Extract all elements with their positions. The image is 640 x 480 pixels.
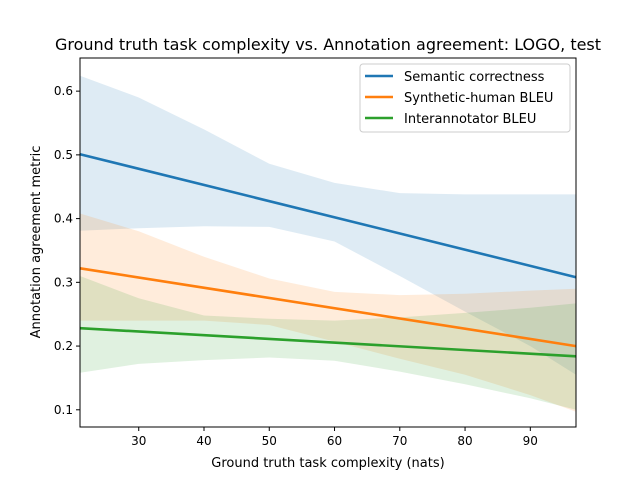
y-tick-label: 0.3 [54,275,73,289]
synthetic-human-bleu-confidence-band [80,213,576,412]
series-lines [79,152,577,358]
y-tick-label: 0.1 [54,403,73,417]
y-tick-label: 0.5 [54,148,73,162]
y-tick-label: 0.4 [54,212,73,226]
semantic-correctness-line [79,152,577,279]
y-tick-label: 0.2 [54,339,73,353]
x-axis-label: Ground truth task complexity (nats) [211,456,444,471]
x-tick-label: 60 [327,434,342,448]
chart-title: Ground truth task complexity vs. Annotat… [55,35,601,54]
legend-label-synthetic-human-bleu: Synthetic-human BLEU [404,91,553,106]
x-tick-label: 50 [262,434,277,448]
semantic-correctness-confidence-band [80,75,576,375]
plot-frame [79,57,577,428]
legend-label-interannotator-bleu: Interannotator BLEU [404,112,536,127]
x-tick-label: 90 [523,434,538,448]
x-tick-label: 30 [131,434,146,448]
x-tick-label: 70 [392,434,407,448]
legend: Semantic correctness Synthetic-human BLE… [359,63,571,133]
x-axis-ticks: 30 40 50 60 70 80 90 [131,427,538,448]
y-axis-ticks: 0.1 0.2 0.3 0.4 0.5 0.6 [54,84,80,417]
x-tick-label: 80 [457,434,472,448]
x-tick-label: 40 [196,434,211,448]
synthetic-human-bleu-line [79,267,577,348]
legend-label-semantic-correctness: Semantic correctness [404,70,545,85]
interannotator-bleu-line [79,326,577,358]
y-tick-label: 0.6 [54,84,73,98]
legend-box [359,63,571,133]
y-axis-label: Annotation agreement metric [29,146,44,339]
